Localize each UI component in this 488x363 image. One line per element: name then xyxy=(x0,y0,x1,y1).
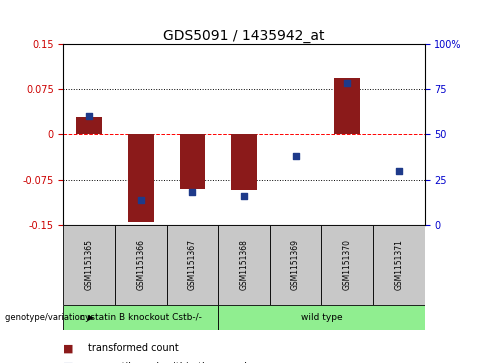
Bar xyxy=(322,225,373,305)
Point xyxy=(240,193,248,199)
Bar xyxy=(180,134,205,189)
Text: cystatin B knockout Cstb-/-: cystatin B knockout Cstb-/- xyxy=(80,313,202,322)
Text: genotype/variation ▶: genotype/variation ▶ xyxy=(5,313,94,322)
Text: GSM1151368: GSM1151368 xyxy=(240,240,248,290)
Bar xyxy=(231,134,257,190)
Text: GSM1151365: GSM1151365 xyxy=(85,240,94,290)
Bar xyxy=(76,117,102,134)
Point xyxy=(292,153,300,159)
Text: wild type: wild type xyxy=(301,313,342,322)
Text: ■: ■ xyxy=(63,343,74,354)
Text: GSM1151370: GSM1151370 xyxy=(343,240,352,290)
Bar xyxy=(166,225,218,305)
Bar xyxy=(270,225,322,305)
Bar xyxy=(334,78,360,134)
Bar xyxy=(63,305,218,330)
Bar xyxy=(218,225,270,305)
Bar xyxy=(218,305,425,330)
Text: GSM1151369: GSM1151369 xyxy=(291,240,300,290)
Bar xyxy=(373,225,425,305)
Bar xyxy=(115,225,166,305)
Point xyxy=(188,189,196,195)
Point xyxy=(137,197,145,203)
Point xyxy=(395,168,403,174)
Point xyxy=(343,81,351,86)
Bar xyxy=(63,225,115,305)
Text: GSM1151367: GSM1151367 xyxy=(188,240,197,290)
Text: percentile rank within the sample: percentile rank within the sample xyxy=(88,362,253,363)
Point xyxy=(85,113,93,119)
Text: ■: ■ xyxy=(63,362,74,363)
Text: GSM1151371: GSM1151371 xyxy=(394,240,403,290)
Text: transformed count: transformed count xyxy=(88,343,179,354)
Title: GDS5091 / 1435942_at: GDS5091 / 1435942_at xyxy=(163,29,325,42)
Bar xyxy=(128,134,154,222)
Text: GSM1151366: GSM1151366 xyxy=(136,240,145,290)
